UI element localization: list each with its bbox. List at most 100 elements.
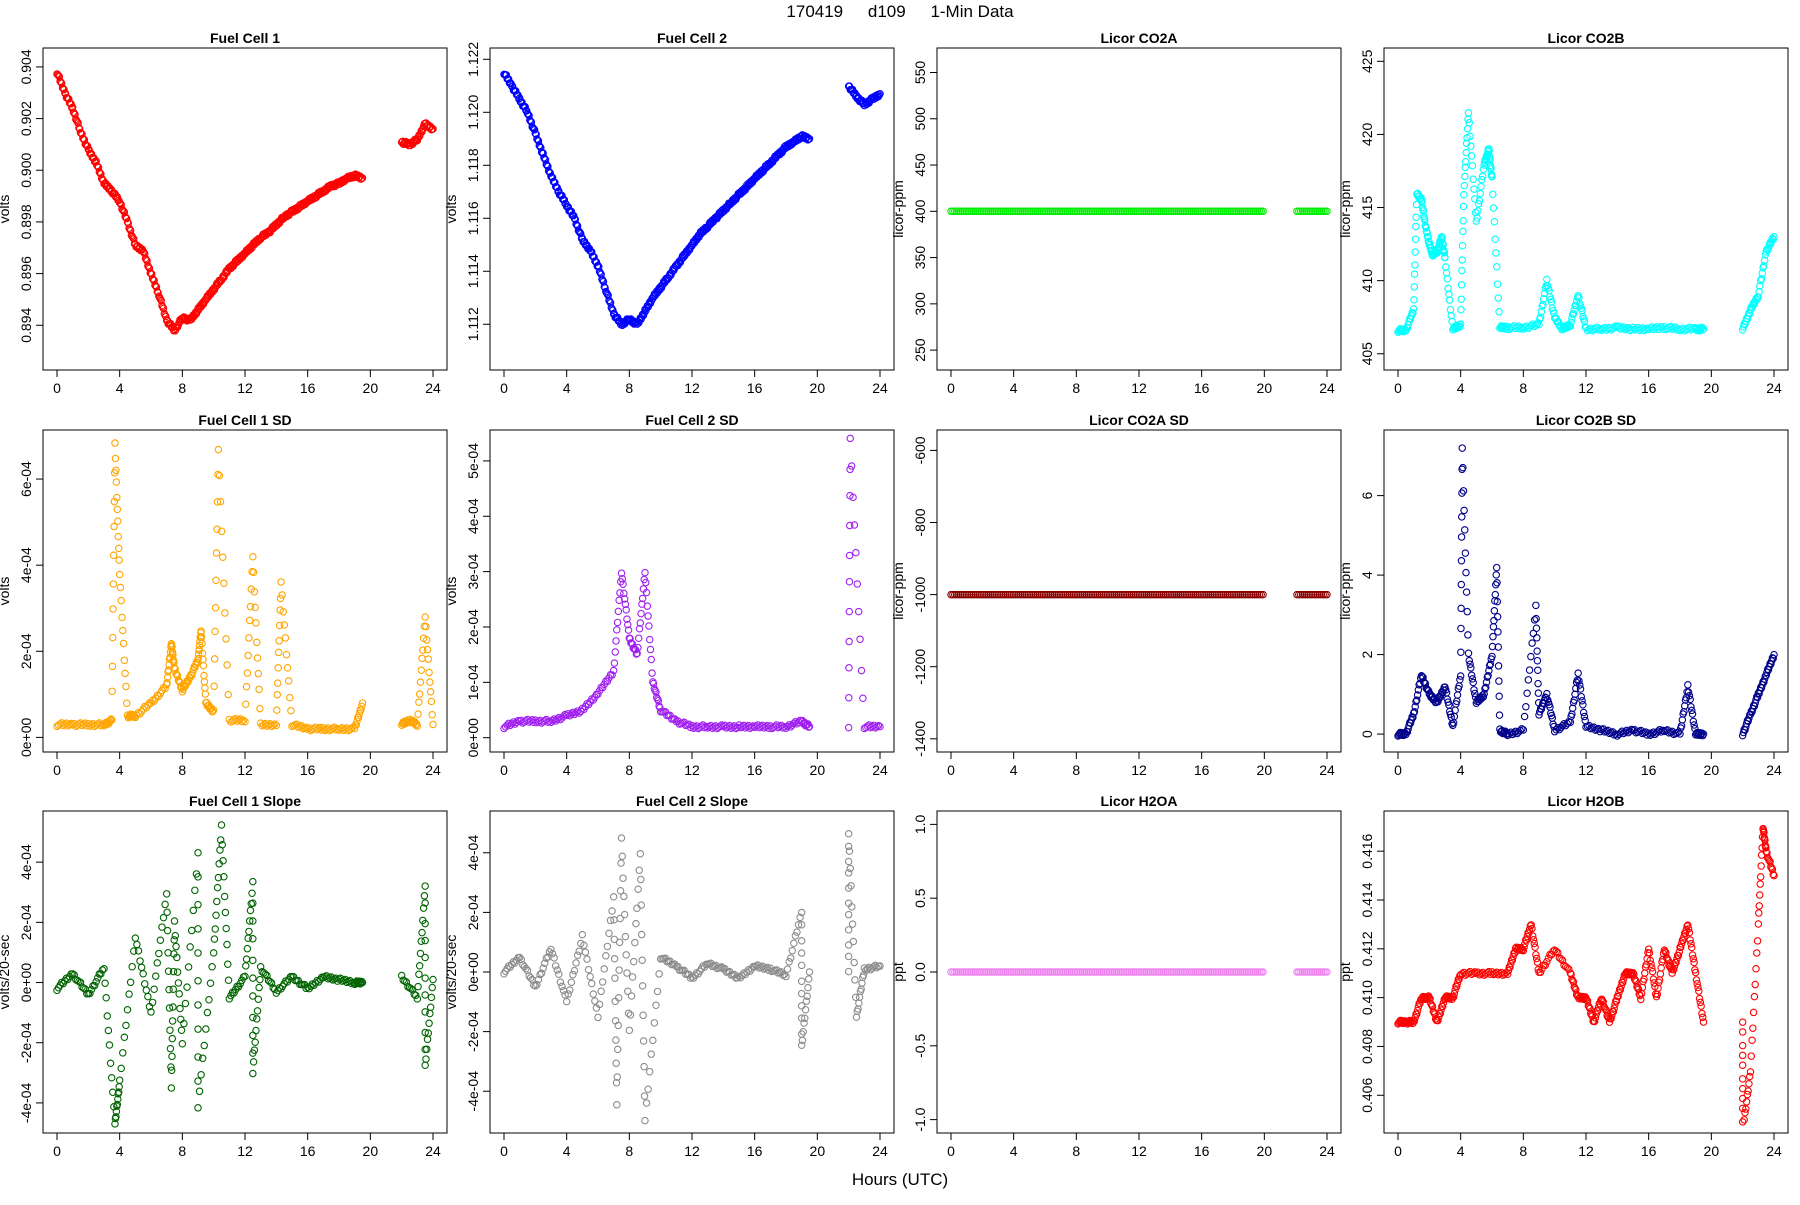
data-point — [1413, 1006, 1422, 1015]
data-point — [647, 655, 656, 664]
data-point — [1568, 314, 1576, 322]
x-tick-label: 12 — [237, 762, 253, 778]
data-point — [540, 154, 548, 162]
data-point — [122, 682, 130, 691]
data-point — [194, 900, 202, 909]
data-point — [151, 281, 159, 289]
data-point — [1422, 224, 1430, 232]
data-point — [1411, 235, 1420, 244]
data-point — [1436, 1009, 1445, 1018]
x-tick-label: 20 — [1257, 1143, 1273, 1159]
panel-fuel-cell-2-slope: Fuel Cell 2 Slope volts/20-sec 0 4 8 12 16 20 24… — [443, 793, 895, 1159]
data-point — [421, 882, 429, 890]
data-point — [239, 716, 248, 725]
x-tick-label: 20 — [810, 380, 826, 396]
data-point — [1532, 321, 1540, 329]
data-point — [637, 930, 646, 939]
data-point — [1457, 648, 1465, 656]
data-point — [1677, 943, 1685, 952]
data-point — [108, 687, 116, 696]
data-point — [91, 158, 100, 166]
data-point — [255, 983, 263, 992]
data-point — [1530, 616, 1539, 624]
data-point — [202, 1025, 210, 1033]
data-point — [844, 926, 853, 934]
data-point — [608, 671, 616, 679]
data-point — [261, 970, 270, 979]
data-point — [414, 982, 422, 991]
data-point — [1418, 672, 1427, 681]
panel-title: Licor H2OB — [1547, 793, 1624, 809]
data-point — [163, 926, 172, 935]
data-point — [243, 944, 252, 953]
data-point — [1614, 992, 1622, 1001]
data-point — [605, 929, 613, 938]
data-point — [158, 923, 166, 931]
data-point — [874, 721, 883, 730]
y-axis-label: licor-ppm — [890, 180, 906, 238]
data-point — [645, 635, 654, 644]
data-point — [1696, 998, 1705, 1007]
y-tick-label: 0.896 — [18, 256, 34, 291]
data-point — [1755, 287, 1763, 296]
data-point — [249, 877, 257, 886]
plot-frame — [489, 47, 895, 371]
data-point — [1552, 725, 1560, 734]
data-point — [546, 169, 554, 177]
data-point — [425, 1019, 433, 1028]
data-point — [1687, 702, 1695, 711]
data-point — [1755, 902, 1764, 910]
y-axis-label: volts — [443, 577, 459, 606]
data-point — [625, 1026, 634, 1035]
x-tick-label: 24 — [1319, 380, 1335, 396]
data-point — [1421, 216, 1429, 224]
x-tick-label: 20 — [1257, 762, 1273, 778]
x-tick-label: 24 — [1766, 1143, 1782, 1159]
data-point — [425, 668, 433, 677]
data-point — [174, 676, 183, 685]
data-point — [1472, 217, 1481, 225]
x-tick-label: 24 — [872, 762, 888, 778]
data-point — [1492, 249, 1500, 257]
data-point — [553, 183, 562, 192]
data-point — [649, 679, 658, 688]
data-point — [844, 884, 853, 892]
data-point — [125, 990, 133, 998]
data-point — [613, 1100, 621, 1109]
y-tick-label: 0.412 — [1359, 931, 1375, 966]
data-point — [1532, 950, 1540, 959]
data-point — [423, 1035, 432, 1044]
data-point — [1554, 948, 1562, 957]
data-point — [1552, 947, 1560, 956]
data-point — [168, 1017, 177, 1025]
data-point — [536, 970, 544, 979]
data-point — [638, 594, 647, 603]
data-point — [161, 900, 169, 909]
data-point — [1680, 702, 1689, 710]
y-axis-label: ppt — [890, 962, 906, 982]
data-point — [248, 889, 256, 898]
data-point — [417, 937, 425, 945]
data-point — [358, 978, 367, 987]
data-point — [1543, 275, 1551, 284]
data-point — [530, 126, 539, 134]
data-point — [238, 717, 246, 726]
data-point — [618, 852, 627, 860]
data-point — [249, 552, 257, 561]
y-tick-label: 4e-04 — [465, 835, 481, 871]
data-point — [535, 141, 543, 150]
data-point — [647, 1050, 656, 1058]
x-tick-label: 24 — [425, 762, 441, 778]
y-tick-label: 550 — [912, 61, 928, 85]
data-point — [1494, 643, 1503, 651]
x-tick-label: 20 — [1704, 762, 1720, 778]
data-point — [1525, 666, 1534, 674]
data-point — [1445, 296, 1454, 304]
data-point — [612, 1036, 620, 1044]
data-point — [144, 992, 152, 1001]
data-point — [1659, 726, 1667, 735]
data-point — [246, 906, 255, 915]
data-point — [275, 637, 283, 645]
data-point — [422, 622, 430, 631]
data-point — [656, 286, 664, 294]
